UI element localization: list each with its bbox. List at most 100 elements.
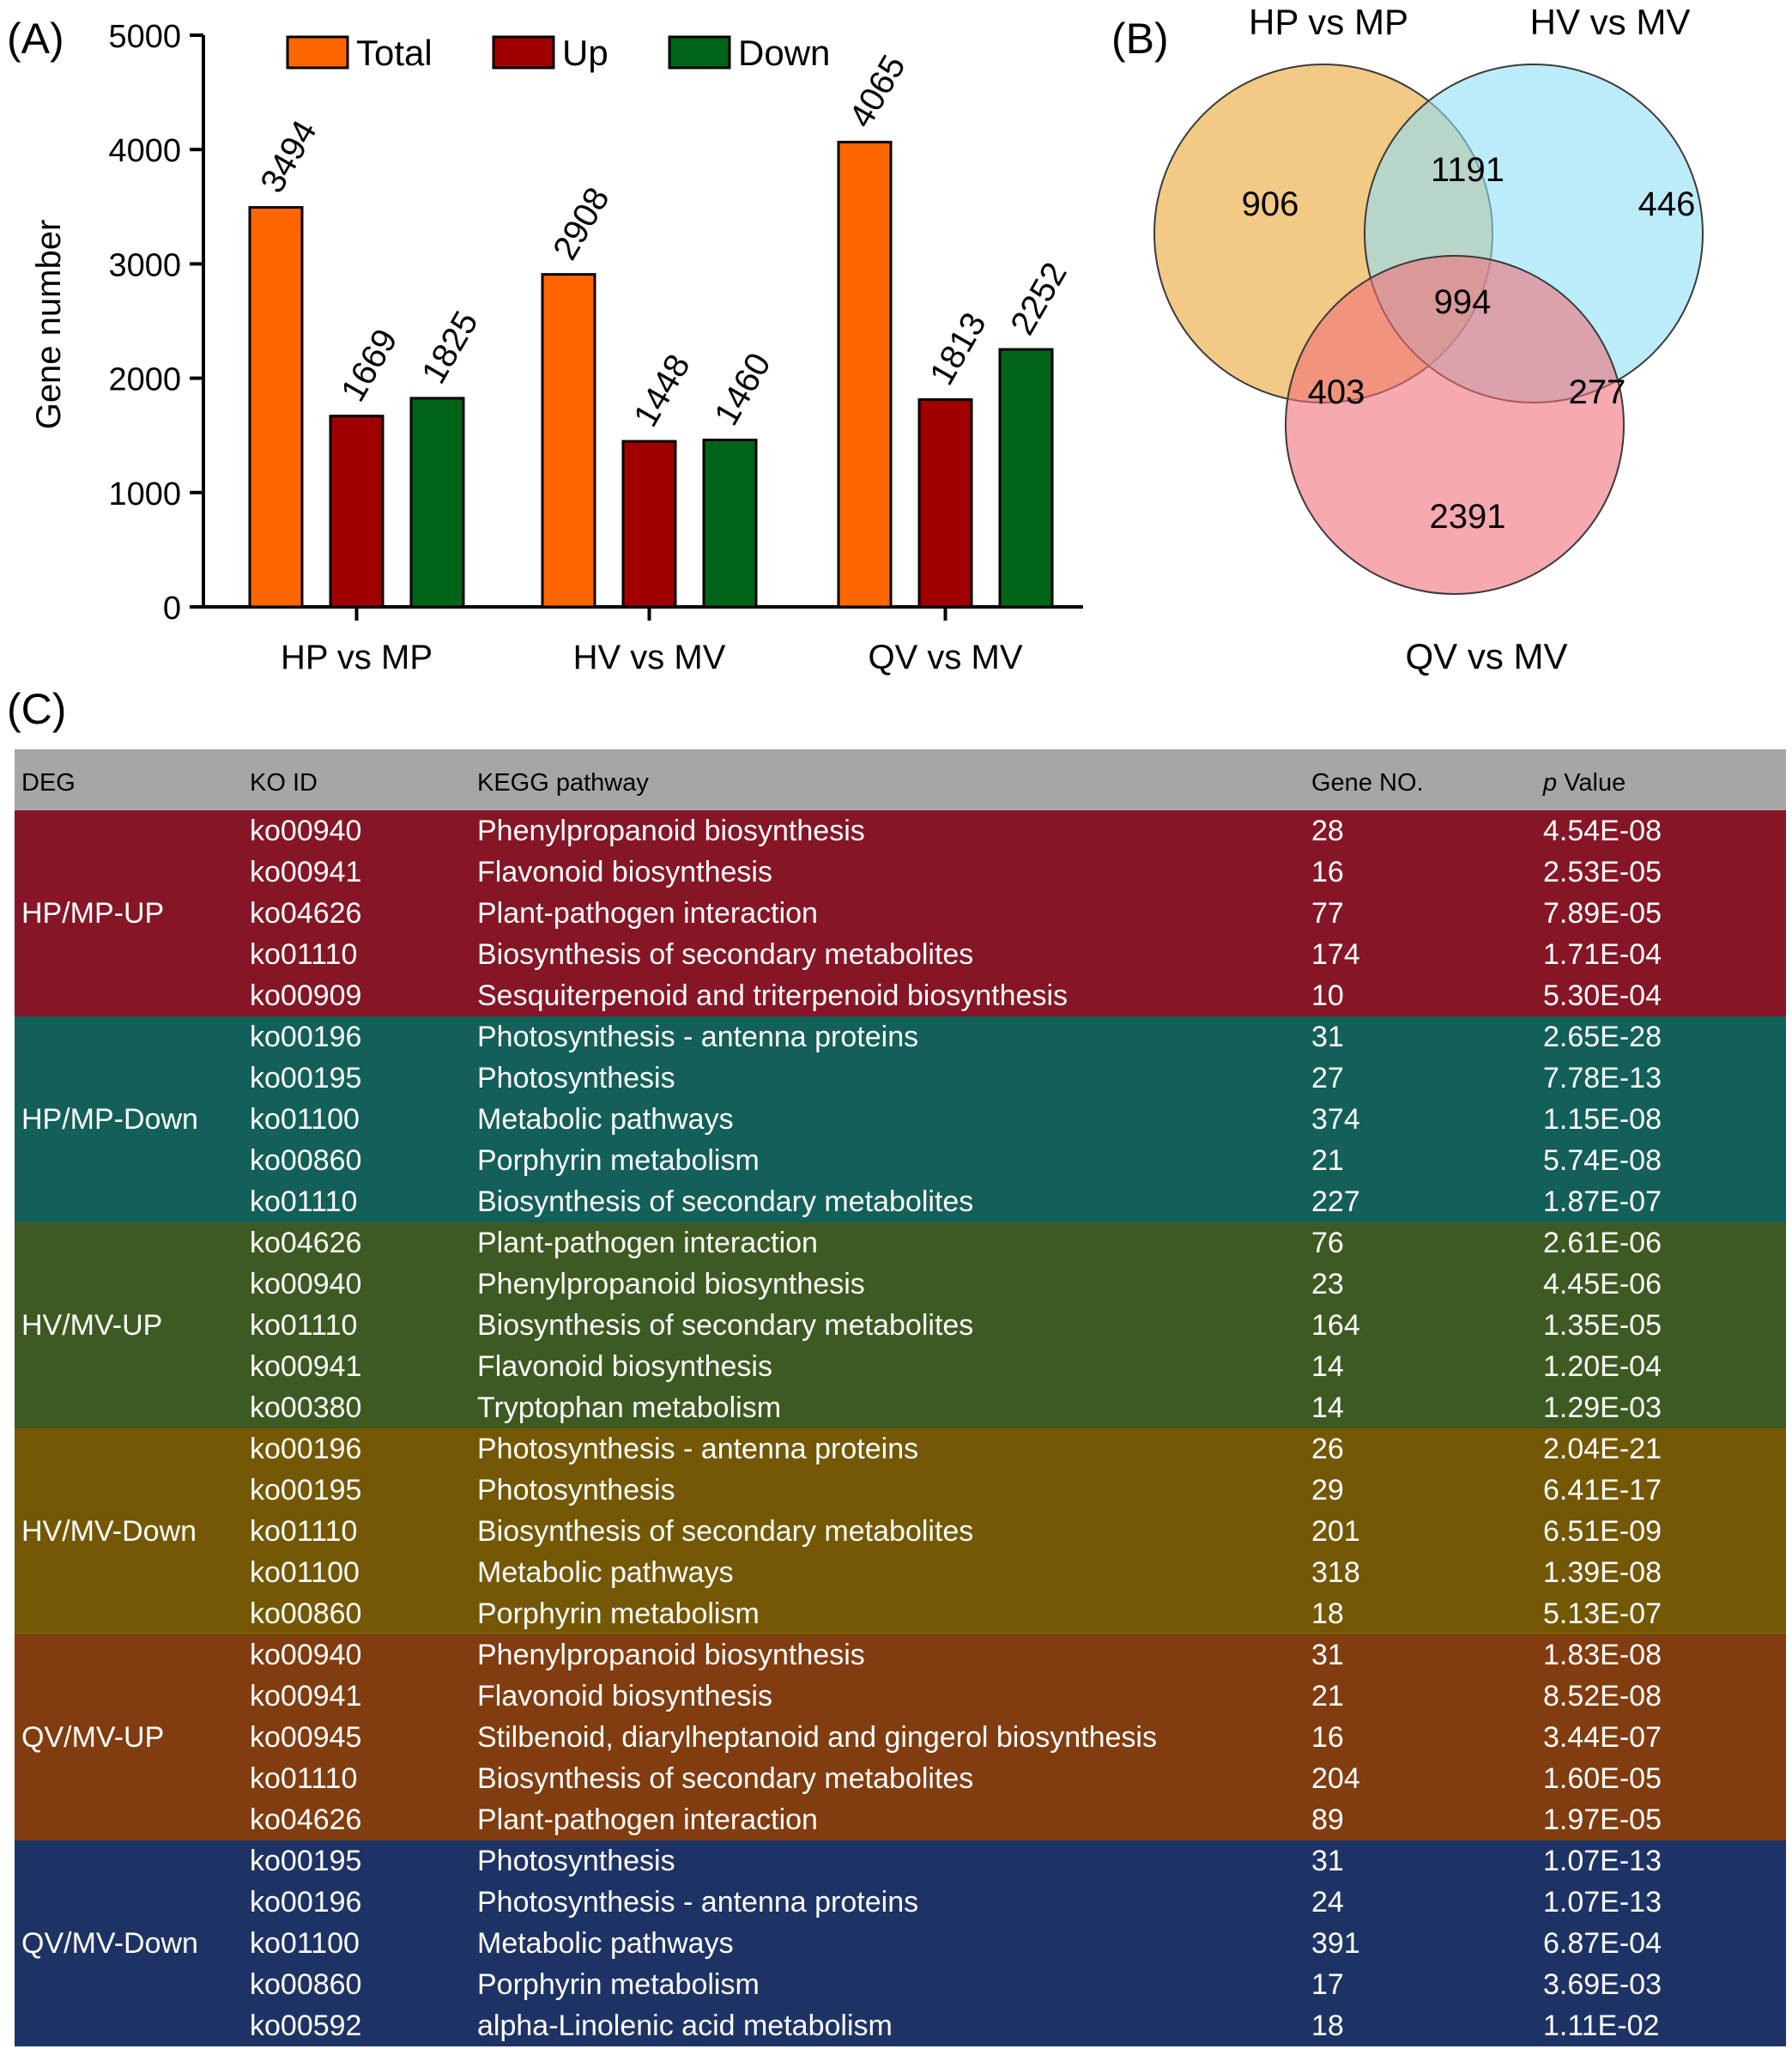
cell-p-value: 1.39E-08 bbox=[1543, 1555, 1662, 1589]
cell-p-value: 5.30E-04 bbox=[1543, 979, 1662, 1012]
header-deg: DEG bbox=[21, 769, 76, 797]
bar-value-label-hv-vs-mv-down: 1460 bbox=[707, 347, 778, 432]
cell-deg bbox=[15, 1634, 250, 1676]
cell-kegg-pathway: Flavonoid biosynthesis bbox=[477, 1349, 772, 1383]
cell-p-value: 2.65E-28 bbox=[1543, 1020, 1662, 1053]
cell-p-value: 1.07E-13 bbox=[1543, 1844, 1662, 1877]
legend-label-down: Down bbox=[738, 33, 830, 73]
table-row: ko00592 alpha-Linolenic acid metabolism 18… bbox=[15, 2005, 1786, 2046]
cell-deg: QV/MV-Down bbox=[21, 1926, 198, 1960]
cell-kegg-pathway: Photosynthesis - antenna proteins bbox=[477, 1885, 919, 1919]
venn-region-all: 994 bbox=[1434, 283, 1492, 321]
cell-deg bbox=[15, 1387, 250, 1428]
cell-p-value: 1.29E-03 bbox=[1543, 1391, 1662, 1424]
bar-value-label-hp-vs-mp-down: 1825 bbox=[415, 305, 486, 390]
cell-deg bbox=[15, 934, 250, 975]
bar-hv-vs-mv-up bbox=[621, 439, 677, 609]
cell-kegg-pathway: Biosynthesis of secondary metabolites bbox=[477, 1761, 974, 1795]
cell-p-value: 6.41E-17 bbox=[1543, 1473, 1662, 1506]
cell-deg bbox=[15, 1058, 250, 1099]
bar-value-label-hp-vs-mp-up: 1669 bbox=[334, 323, 405, 408]
cell-gene-no: 27 bbox=[1311, 1061, 1344, 1094]
table-row: ko00941 Flavonoid biosynthesis 16 2.53E-05 bbox=[15, 852, 1786, 893]
y-tick-label-1000: 1000 bbox=[108, 476, 181, 512]
venn-region-hp-only: 906 bbox=[1242, 185, 1299, 223]
cell-gene-no: 18 bbox=[1311, 2009, 1344, 2042]
cell-gene-no: 26 bbox=[1311, 1432, 1344, 1465]
cell-deg: HP/MP-UP bbox=[21, 896, 165, 930]
cell-gene-no: 21 bbox=[1311, 1143, 1344, 1177]
cell-gene-no: 31 bbox=[1311, 1020, 1344, 1053]
table-row: ko01110 Biosynthesis of secondary metabol… bbox=[15, 1758, 1786, 1799]
cell-kegg-pathway: Flavonoid biosynthesis bbox=[477, 1679, 772, 1712]
table-row: ko00860 Porphyrin metabolism 18 5.13E-07 bbox=[15, 1593, 1786, 1634]
cell-ko-id: ko01110 bbox=[250, 1308, 358, 1342]
table-row: QV/MV-Down ko01100 Metabolic pathways 391 6.… bbox=[15, 1923, 1786, 1964]
cell-kegg-pathway: Photosynthesis - antenna proteins bbox=[477, 1020, 919, 1053]
legend-swatch-up bbox=[492, 35, 555, 70]
bar-value-label-qv-vs-mv-total: 4065 bbox=[842, 49, 913, 134]
cell-ko-id: ko04626 bbox=[250, 1803, 362, 1836]
y-tick-label-2000: 2000 bbox=[108, 362, 181, 398]
cell-deg bbox=[15, 1964, 250, 2005]
bar-value-label-qv-vs-mv-up: 1813 bbox=[923, 306, 994, 391]
bar-value-label-hv-vs-mv-up: 1448 bbox=[627, 349, 698, 433]
header-gene-no: Gene NO. bbox=[1311, 769, 1424, 797]
panel-label-a: (A) bbox=[7, 15, 64, 63]
bar-value-label-hp-vs-mp-total: 3494 bbox=[253, 114, 324, 199]
y-tick-label-3000: 3000 bbox=[108, 247, 181, 283]
table-row: ko00195 Photosynthesis 31 1.07E-13 bbox=[15, 1840, 1786, 1882]
cell-ko-id: ko01110 bbox=[250, 1761, 358, 1795]
cell-p-value: 1.07E-13 bbox=[1543, 1885, 1662, 1919]
cell-kegg-pathway: Sesquiterpenoid and triterpenoid biosynt… bbox=[477, 979, 1069, 1012]
cell-ko-id: ko00860 bbox=[250, 1967, 362, 2001]
cell-deg bbox=[15, 1882, 250, 1923]
venn-region-qv-only: 2391 bbox=[1430, 498, 1506, 536]
x-tick-labels: HP vs MP HV vs MV QV vs MV bbox=[281, 607, 1023, 676]
table-row: ko01110 Biosynthesis of secondary metabol… bbox=[15, 934, 1786, 975]
cell-kegg-pathway: Porphyrin metabolism bbox=[477, 1967, 760, 2001]
cell-gene-no: 14 bbox=[1311, 1349, 1344, 1383]
cell-p-value: 6.51E-09 bbox=[1543, 1514, 1662, 1548]
cell-deg bbox=[15, 1016, 250, 1058]
x-tick-label-hp-vs-mp: HP vs MP bbox=[281, 639, 433, 676]
cell-ko-id: ko04626 bbox=[250, 896, 362, 930]
cell-kegg-pathway: Biosynthesis of secondary metabolites bbox=[477, 937, 974, 971]
cell-ko-id: ko00941 bbox=[250, 855, 362, 888]
panel-label-c: (C) bbox=[7, 685, 66, 733]
cell-gene-no: 318 bbox=[1311, 1555, 1360, 1589]
cell-p-value: 5.74E-08 bbox=[1543, 1143, 1662, 1177]
cell-gene-no: 23 bbox=[1311, 1267, 1344, 1300]
cell-gene-no: 374 bbox=[1311, 1102, 1360, 1136]
cell-ko-id: ko00195 bbox=[250, 1473, 362, 1506]
cell-deg bbox=[15, 975, 250, 1016]
legend-label-up: Up bbox=[562, 33, 608, 73]
cell-ko-id: ko01110 bbox=[250, 937, 358, 971]
cell-gene-no: 227 bbox=[1311, 1185, 1360, 1218]
cell-ko-id: ko00940 bbox=[250, 1638, 362, 1671]
cell-deg bbox=[15, 1470, 250, 1511]
table-row: HV/MV-UP ko01110 Biosynthesis of secondary… bbox=[15, 1305, 1786, 1346]
cell-kegg-pathway: Flavonoid biosynthesis bbox=[477, 855, 772, 888]
bars bbox=[248, 141, 1054, 609]
cell-gene-no: 29 bbox=[1311, 1473, 1344, 1506]
cell-ko-id: ko00860 bbox=[250, 1143, 362, 1177]
cell-deg: QV/MV-UP bbox=[21, 1720, 165, 1754]
cell-p-value: 7.78E-13 bbox=[1543, 1061, 1662, 1094]
cell-kegg-pathway: Biosynthesis of secondary metabolites bbox=[477, 1308, 974, 1342]
cell-deg: HV/MV-Down bbox=[21, 1514, 197, 1548]
cell-ko-id: ko00196 bbox=[250, 1020, 362, 1053]
cell-gene-no: 16 bbox=[1311, 1720, 1344, 1754]
table-row: ko00196 Photosynthesis - antenna proteins… bbox=[15, 1882, 1786, 1923]
cell-gene-no: 204 bbox=[1311, 1761, 1360, 1795]
cell-deg bbox=[15, 1222, 250, 1264]
table-row: ko00909 Sesquiterpenoid and triterpenoid … bbox=[15, 975, 1786, 1016]
y-tick-label-5000: 5000 bbox=[108, 19, 181, 55]
table-row: ko00940 Phenylpropanoid biosynthesis 28 4.5… bbox=[15, 810, 1786, 852]
bar-value-label-hv-vs-mv-total: 2908 bbox=[546, 181, 617, 266]
cell-kegg-pathway: Photosynthesis bbox=[477, 1473, 675, 1506]
cell-p-value: 1.60E-05 bbox=[1543, 1761, 1662, 1795]
cell-deg: HV/MV-UP bbox=[21, 1308, 163, 1342]
y-ticks: 0 1000 2000 3000 4000 5000 bbox=[108, 19, 203, 627]
